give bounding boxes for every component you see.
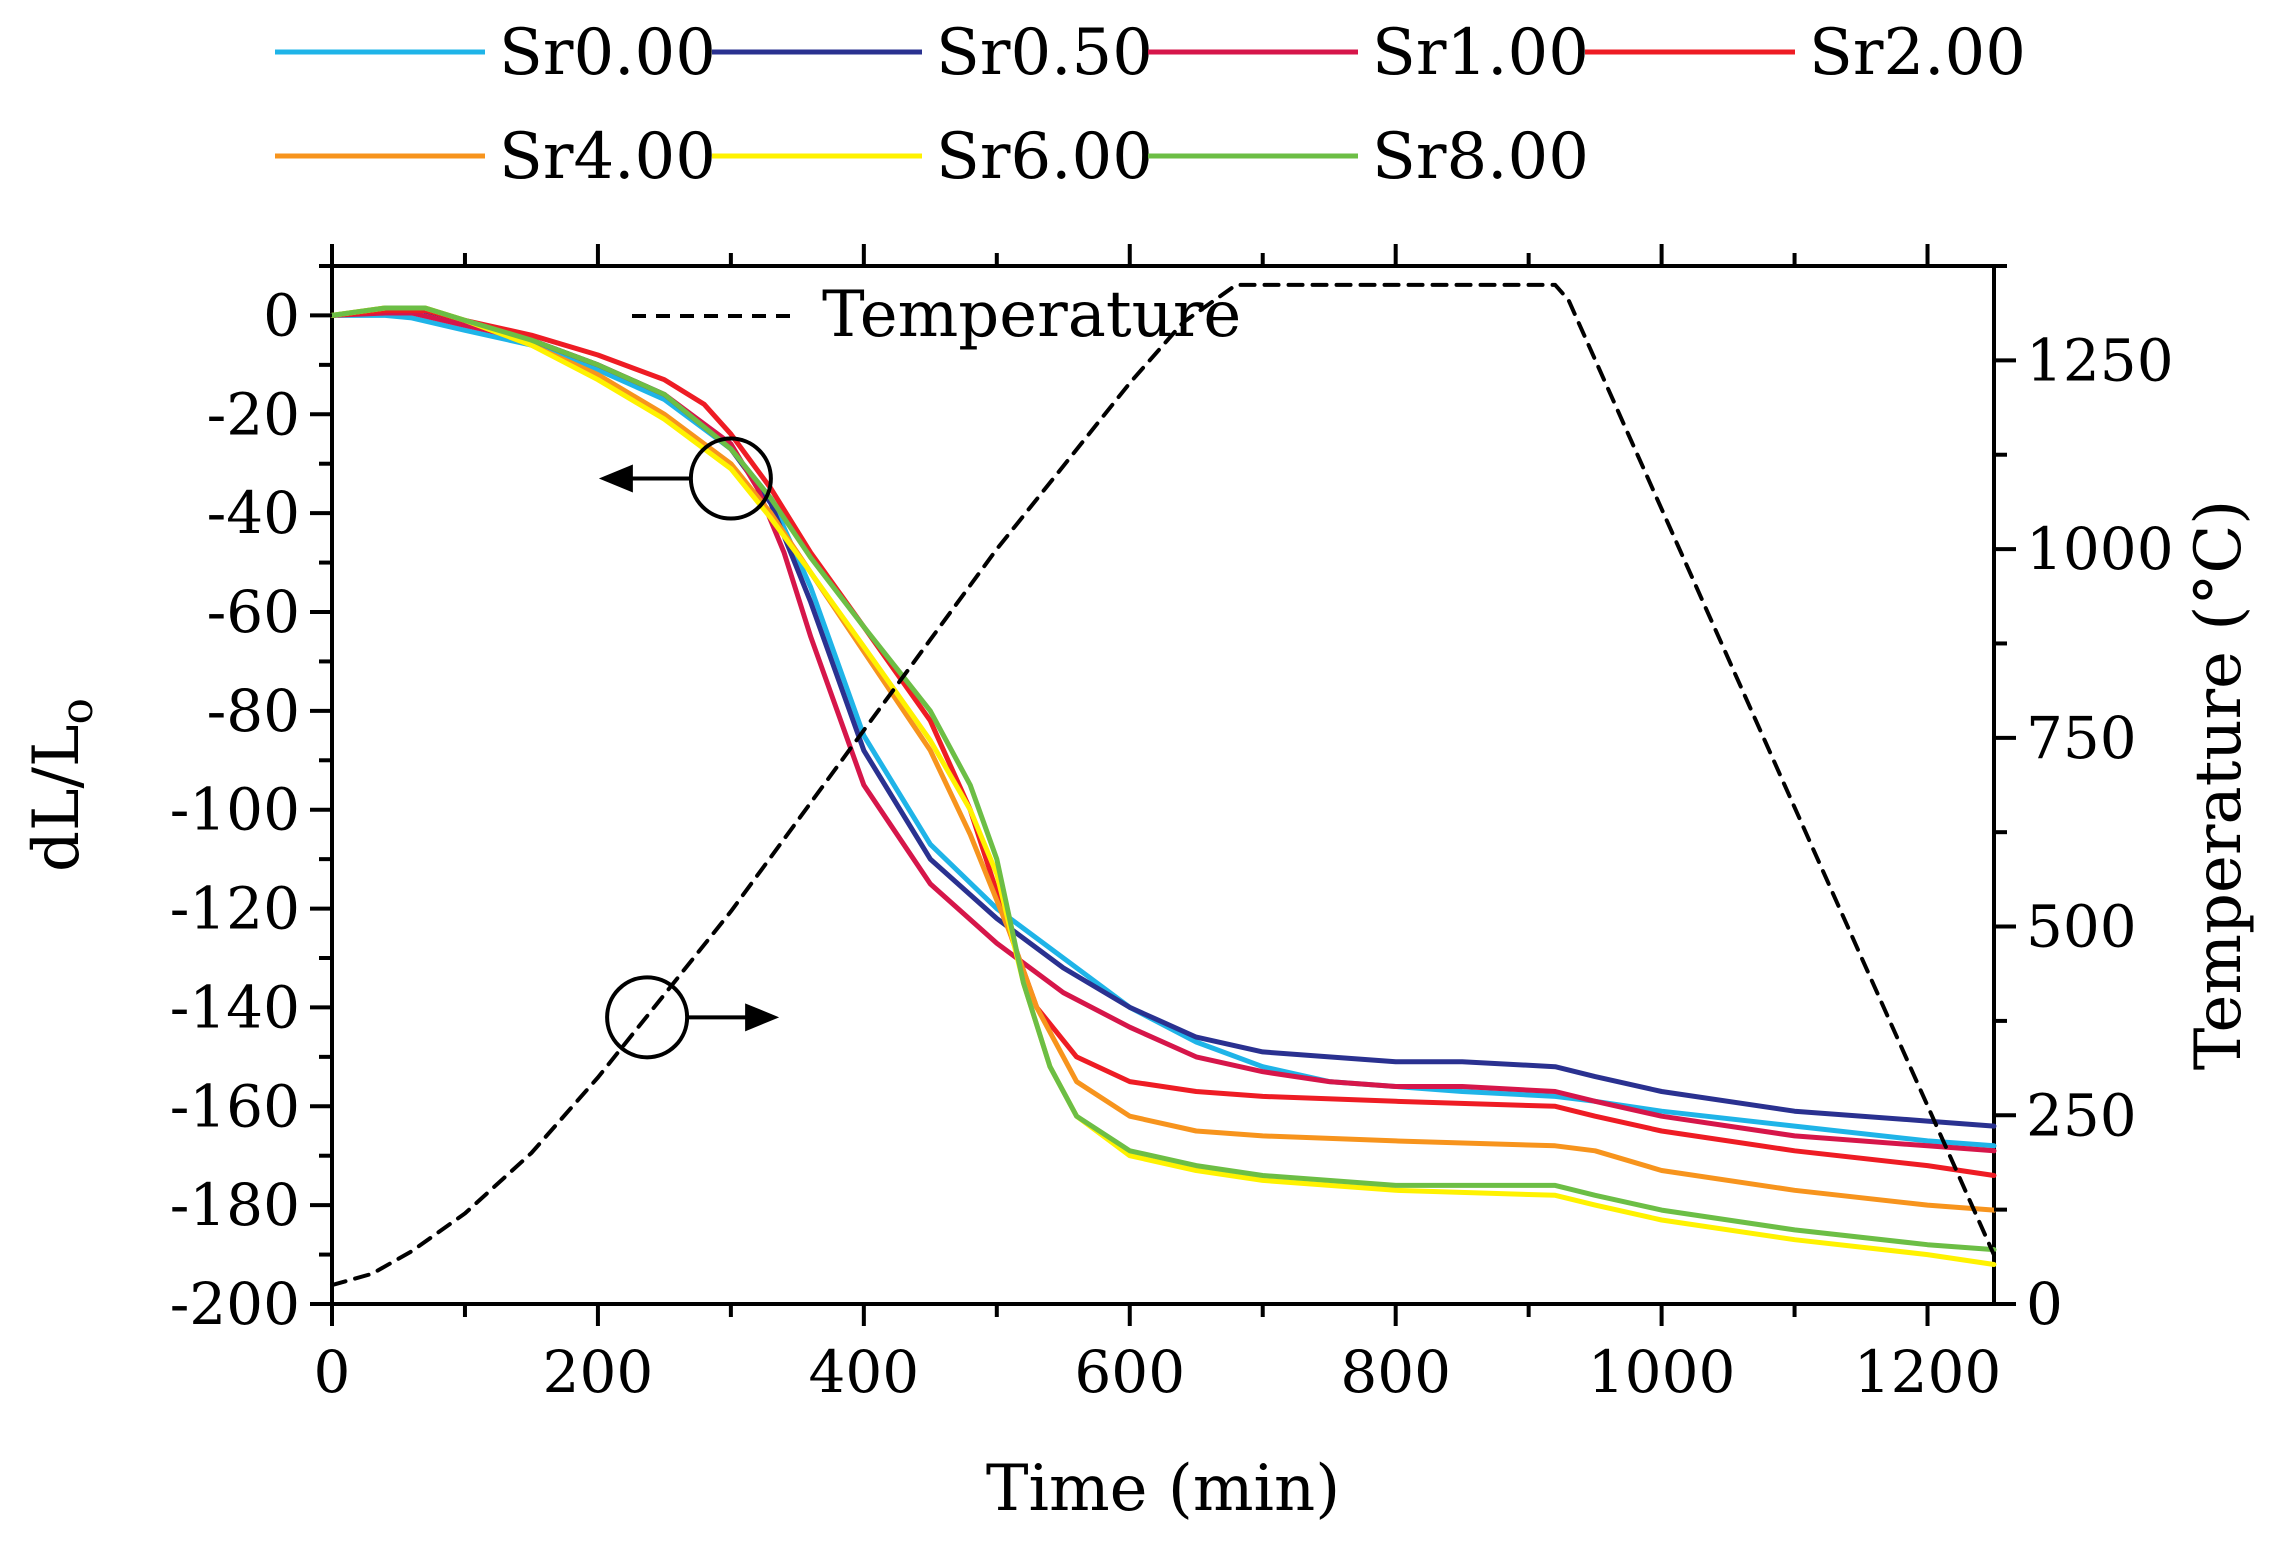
- legend-label: Sr2.00: [1809, 16, 2026, 90]
- y-left-tick-label: -20: [207, 380, 300, 448]
- y-left-axis-title-main: dL/L: [20, 724, 94, 872]
- x-axis-title: Time (min): [986, 1452, 1340, 1526]
- legend-label: Sr1.00: [1372, 16, 1589, 90]
- svg-text:dL/Lo: dL/Lo: [20, 698, 103, 872]
- y-left-tick-label: -80: [207, 677, 300, 745]
- series-line-sr6-00: [329, 305, 1997, 1267]
- y-left-tick-label: -200: [170, 1270, 300, 1338]
- legend-label: Sr8.00: [1372, 120, 1589, 194]
- y-left-tick-label: -60: [207, 578, 300, 646]
- y-right-axis-title: Temperature (°C): [2182, 500, 2256, 1071]
- y-left-axis-title-subscript: o: [52, 698, 103, 725]
- x-tick-label: 1200: [1854, 1338, 2002, 1406]
- legend-label-temperature: Temperature: [822, 278, 1241, 352]
- y-left-tick-label: -100: [170, 776, 300, 844]
- x-tick-label: 0: [314, 1338, 351, 1406]
- y-right-tick-label: 0: [2026, 1270, 2063, 1338]
- series-line-sr2-00: [329, 308, 1997, 1178]
- y-right-tick-label: 250: [2026, 1081, 2137, 1149]
- annotations: [598, 436, 780, 1060]
- legend: Sr0.00 Sr0.50 Sr1.00 Sr2.00 Sr4.00 Sr6.00 Sr8.…: [275, 16, 2026, 352]
- x-tick-label: 800: [1340, 1338, 1451, 1406]
- y-axis-left: 0 -20 -40 -60 -80 -100 -120 -140 -160 -180 -200: [170, 264, 332, 1338]
- annotation-arrowhead: [598, 464, 633, 493]
- series-line-sr4-00: [329, 305, 1997, 1213]
- y-left-tick-label: -120: [170, 875, 300, 943]
- legend-label: Sr0.00: [499, 16, 716, 90]
- y-right-tick-label: 1000: [2026, 515, 2174, 583]
- x-tick-label: 1000: [1588, 1338, 1736, 1406]
- x-tick-label: 400: [808, 1338, 919, 1406]
- legend-label: Sr4.00: [499, 120, 716, 194]
- y-left-axis-title: dL/Lo: [20, 698, 103, 872]
- temperature-layer: [330, 282, 1996, 1288]
- y-left-tick-label: -180: [170, 1171, 300, 1239]
- y-right-tick-label: 500: [2026, 893, 2137, 961]
- y-right-tick-label: 1250: [2026, 326, 2174, 394]
- y-left-tick-label: -40: [207, 479, 300, 547]
- legend-label: Sr0.50: [936, 16, 1153, 90]
- y-left-tick-label: -160: [170, 1072, 300, 1140]
- x-tick-label: 600: [1074, 1338, 1185, 1406]
- y-left-tick-label: 0: [263, 281, 300, 349]
- y-left-tick-label: -140: [170, 973, 300, 1041]
- plot-area: 0 200 400 600 800 1000 1200 0 -20 -40 -60 -80 -100 -…: [170, 244, 2174, 1406]
- legend-label: Sr6.00: [936, 120, 1153, 194]
- x-tick-label: 200: [543, 1338, 654, 1406]
- series-layer: [329, 305, 1997, 1267]
- series-line-sr0-50: [329, 305, 1997, 1129]
- series-line-sr8-00: [329, 305, 1997, 1253]
- series-line-temperature: [330, 282, 1996, 1288]
- x-axis: 0 200 400 600 800 1000 1200: [314, 244, 2002, 1406]
- svg-text:Temperature (°C): Temperature (°C): [2182, 500, 2256, 1071]
- plot-frame: [330, 264, 1996, 1306]
- y-right-tick-label: 750: [2026, 704, 2137, 772]
- annotation-arrowhead: [745, 1003, 780, 1032]
- y-axis-right: 0 250 500 750 1000 1250: [1994, 264, 2174, 1338]
